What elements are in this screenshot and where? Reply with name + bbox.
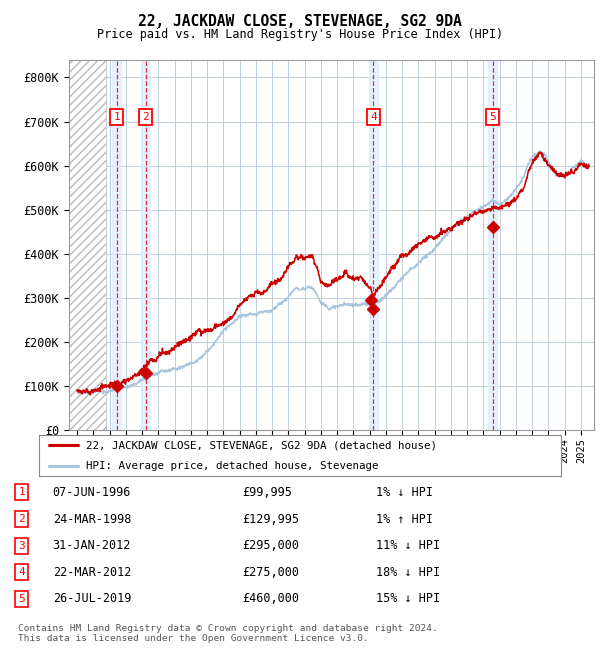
Text: £460,000: £460,000 xyxy=(242,593,299,606)
Text: 1: 1 xyxy=(19,488,25,497)
Text: £275,000: £275,000 xyxy=(242,566,299,578)
Text: HPI: Average price, detached house, Stevenage: HPI: Average price, detached house, Stev… xyxy=(86,461,379,471)
Text: 4: 4 xyxy=(370,112,377,122)
Text: 2: 2 xyxy=(19,514,25,524)
Text: 1: 1 xyxy=(113,112,120,122)
Text: 1% ↑ HPI: 1% ↑ HPI xyxy=(376,512,433,525)
Text: 5: 5 xyxy=(490,112,496,122)
Text: Price paid vs. HM Land Registry's House Price Index (HPI): Price paid vs. HM Land Registry's House … xyxy=(97,28,503,41)
Bar xyxy=(488,60,497,430)
Text: 4: 4 xyxy=(19,567,25,577)
Text: 22, JACKDAW CLOSE, STEVENAGE, SG2 9DA: 22, JACKDAW CLOSE, STEVENAGE, SG2 9DA xyxy=(138,14,462,29)
Text: 5: 5 xyxy=(19,594,25,604)
Text: 22, JACKDAW CLOSE, STEVENAGE, SG2 9DA (detached house): 22, JACKDAW CLOSE, STEVENAGE, SG2 9DA (d… xyxy=(86,440,437,450)
Text: 31-JAN-2012: 31-JAN-2012 xyxy=(53,540,131,552)
Bar xyxy=(369,60,378,430)
Text: 22-MAR-2012: 22-MAR-2012 xyxy=(53,566,131,578)
Bar xyxy=(69,60,106,430)
Text: 2: 2 xyxy=(143,112,149,122)
Bar xyxy=(142,60,151,430)
Text: 3: 3 xyxy=(19,541,25,551)
Text: 26-JUL-2019: 26-JUL-2019 xyxy=(53,593,131,606)
Text: 11% ↓ HPI: 11% ↓ HPI xyxy=(376,540,440,552)
Text: 24-MAR-1998: 24-MAR-1998 xyxy=(53,512,131,525)
Text: 15% ↓ HPI: 15% ↓ HPI xyxy=(376,593,440,606)
Text: 18% ↓ HPI: 18% ↓ HPI xyxy=(376,566,440,578)
Bar xyxy=(112,60,121,430)
Text: 07-JUN-1996: 07-JUN-1996 xyxy=(53,486,131,499)
Text: 1% ↓ HPI: 1% ↓ HPI xyxy=(376,486,433,499)
Text: Contains HM Land Registry data © Crown copyright and database right 2024.
This d: Contains HM Land Registry data © Crown c… xyxy=(18,624,438,644)
Text: £129,995: £129,995 xyxy=(242,512,299,525)
Text: £295,000: £295,000 xyxy=(242,540,299,552)
Text: £99,995: £99,995 xyxy=(242,486,292,499)
